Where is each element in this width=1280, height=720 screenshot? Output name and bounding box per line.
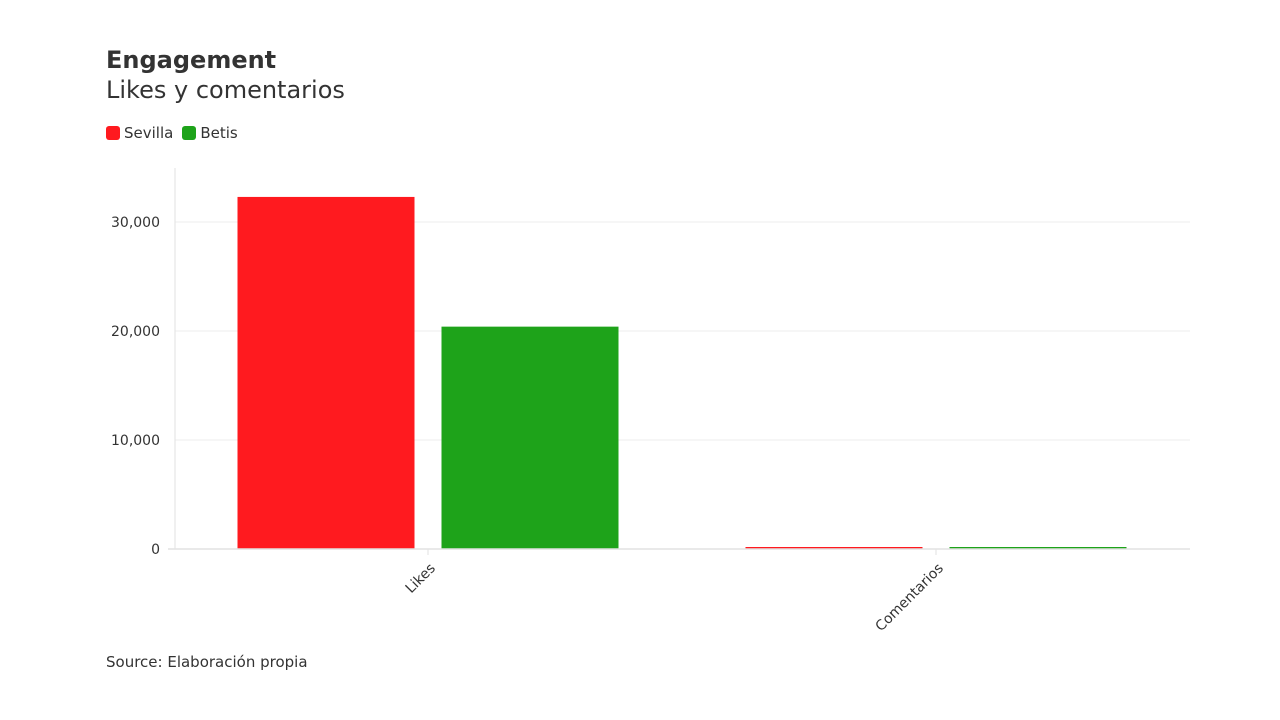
legend-label-sevilla: Sevilla [124, 124, 174, 142]
y-tick-label: 20,000 [111, 324, 160, 340]
bar-sevilla-comentarios[interactable] [745, 547, 923, 549]
bars [237, 196, 1127, 549]
y-tick-label: 10,000 [111, 433, 160, 449]
chart-subtitle: Likes y comentarios [106, 76, 345, 104]
legend-item-sevilla[interactable]: Sevilla [106, 124, 173, 142]
legend-label-betis: Betis [200, 124, 238, 142]
legend-swatch-betis [182, 126, 197, 140]
legend-item-betis[interactable]: Betis [182, 124, 238, 142]
legend-swatch-sevilla [106, 126, 120, 140]
y-tick-label: 30,000 [111, 215, 160, 231]
source-note: Source: Elaboración propia [106, 653, 308, 671]
bar-betis-comentarios[interactable] [949, 547, 1127, 549]
bar-betis-likes[interactable] [441, 326, 619, 549]
y-tick-label: 0 [151, 542, 160, 558]
bar-sevilla-likes[interactable] [237, 196, 415, 549]
x-tick-label: Comentarios [873, 561, 947, 635]
legend: Sevilla Betis [106, 124, 247, 142]
chart-title: Engagement [106, 46, 277, 74]
x-tick-label: Likes [403, 561, 439, 597]
